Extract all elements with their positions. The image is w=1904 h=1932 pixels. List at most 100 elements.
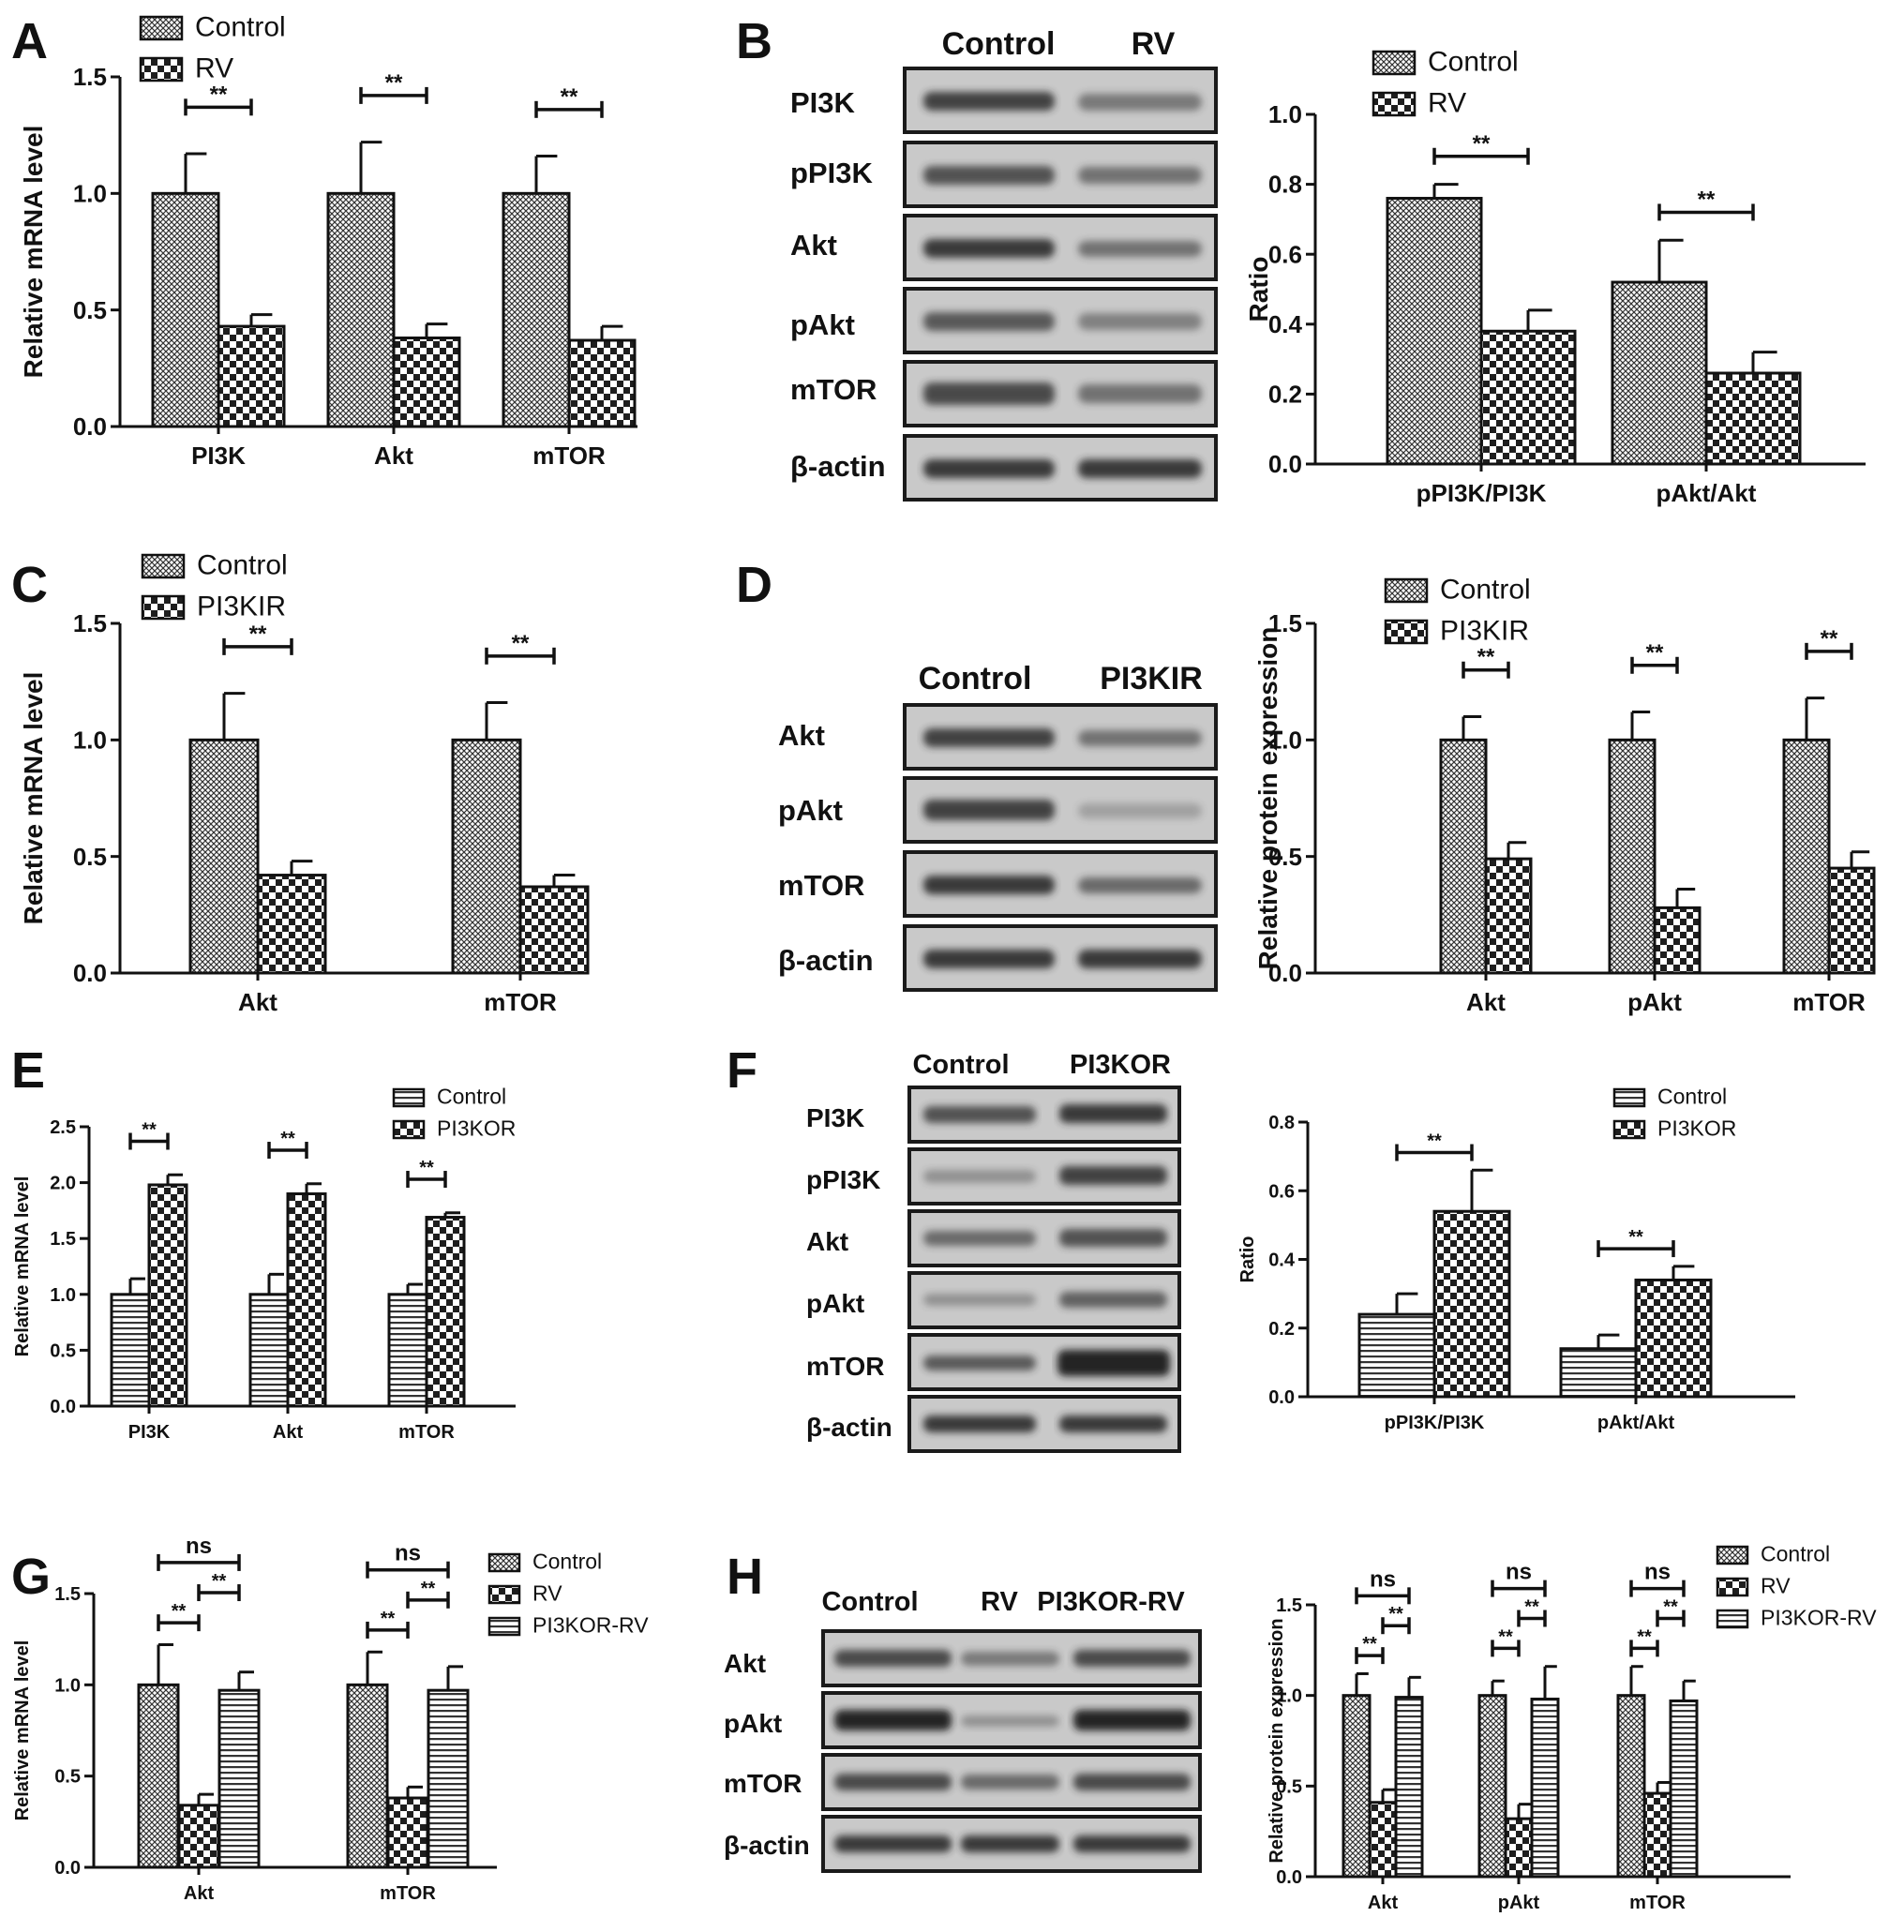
chart-h-significance-label: **: [1362, 1634, 1377, 1655]
blot-h-label-beta-actin: β-actin: [724, 1831, 810, 1860]
chart-d-category-mtor: mTOR: [1792, 988, 1866, 1016]
chart-d-bar-control-mtor: [1782, 738, 1831, 975]
chart-h-bar-control-mtor: [1616, 1694, 1646, 1879]
chart-g: 0.0 0.5 1.0 1.5 Relative mRNA level Akt mTOR ns…: [12, 1534, 649, 1904]
chart-c-bar-control-mtor: [451, 738, 522, 975]
chart-g-bar-pi3kor-rv-akt: [217, 1688, 261, 1869]
chart-b-ytick-label: 0.4: [1268, 310, 1303, 338]
chart-b-bar-rv-pakt-akt: [1704, 371, 1802, 466]
blot-d: Control PI3KIR Akt pAkt mTOR β-actin: [778, 661, 1218, 992]
chart-g-legend-label-rv: RV: [532, 1580, 562, 1605]
chart-c-legend-swatch-pi3kir: [141, 594, 186, 621]
chart-a-bar-control-akt: [326, 191, 396, 428]
chart-b-category-ppi3k-pi3k: pPI3K/PI3K: [1417, 479, 1547, 507]
chart-e-legend-label-pi3kor: PI3KOR: [437, 1116, 516, 1140]
chart-g-significance-label: ns: [186, 1534, 212, 1559]
chart-c-bar-control-akt: [188, 738, 260, 975]
blot-b-strip-pi3k: [903, 67, 1218, 134]
chart-f-category-pakt-akt: pAkt/Akt: [1597, 1413, 1675, 1433]
chart-e-bar-control-pi3k: [110, 1293, 151, 1408]
chart-f-bar-pi3kor-pakt-akt: [1634, 1278, 1713, 1399]
chart-g-bar-pi3kor-rv-mtor: [427, 1688, 470, 1869]
chart-f-category-ppi3k-pi3k: pPI3K/PI3K: [1385, 1413, 1485, 1433]
blot-f-header-control: Control: [912, 1050, 1009, 1080]
chart-e: 0.0 0.5 1.0 1.5 2.0 2.5 Relative mRNA level PI3…: [12, 1084, 516, 1443]
panel-letters: A B C D E F G H: [11, 13, 772, 1605]
chart-b-ytick-label: 0.0: [1268, 450, 1302, 478]
chart-e-category-pi3k: PI3K: [128, 1422, 171, 1443]
chart-h-bar-control-pakt: [1477, 1694, 1507, 1879]
chart-a-bar-control-pi3k: [151, 191, 220, 428]
chart-h-significance-label: ns: [1644, 1560, 1671, 1585]
chart-a-legend-swatch-control: [139, 15, 184, 41]
chart-h-significance-label: ns: [1370, 1566, 1396, 1592]
chart-b-significance-label: **: [1473, 131, 1491, 157]
chart-a: 0.0 0.5 1.0 1.5 Relative mRNA level PI3K Akt mT…: [19, 11, 637, 470]
chart-b-legend-label-control: Control: [1428, 46, 1519, 77]
panel-letter-e: E: [11, 1042, 45, 1099]
blot-d-label-akt: Akt: [778, 719, 825, 752]
chart-b-ytick-label: 0.2: [1268, 381, 1302, 409]
blot-f-label-pi3k: PI3K: [806, 1103, 864, 1132]
chart-a-ytick-label: 1.5: [73, 63, 107, 91]
chart-c-bar-pi3kir-akt: [256, 874, 327, 975]
blot-f-strip-mtor: [907, 1333, 1181, 1391]
chart-c-ytick-label: 0.0: [73, 959, 107, 987]
chart-g-legend-swatch-rv: [487, 1584, 521, 1605]
chart-d-legend-label-pi3kir: PI3KIR: [1440, 615, 1529, 646]
panel-letter-c: C: [11, 557, 48, 613]
chart-a-bar-rv-mtor: [567, 338, 637, 428]
blot-f-label-beta-actin: β-actin: [806, 1413, 892, 1442]
chart-h-legend-swatch-rv: [1716, 1577, 1749, 1597]
chart-f-ytick-label: 0.0: [1268, 1387, 1295, 1408]
chart-b-bar-rv-ppi3k-pi3k: [1479, 329, 1577, 466]
chart-a-legend-swatch-rv: [139, 56, 184, 82]
chart-b-legend-label-rv: RV: [1428, 87, 1466, 118]
chart-c-legend-label-control: Control: [197, 549, 288, 580]
chart-b-bar-control-pakt-akt: [1611, 280, 1708, 466]
chart-a-significance-label: **: [210, 82, 228, 107]
charts-layer: 0.0 0.5 1.0 1.5 Relative mRNA level PI3K Akt mT…: [12, 11, 1877, 1913]
chart-h-legend-swatch-pi3kor-rv: [1716, 1609, 1749, 1629]
chart-d-significance-label: **: [1646, 640, 1664, 666]
chart-b-ytick-label: 1.0: [1268, 100, 1302, 128]
blot-f-label-pakt: pAkt: [806, 1289, 864, 1318]
chart-a-category-pi3k: PI3K: [191, 442, 246, 470]
blot-b-strip-beta-actin: [903, 434, 1218, 502]
blot-b-header-control: Control: [942, 26, 1056, 62]
chart-f-bar-control-pakt-akt: [1559, 1347, 1638, 1399]
chart-g-ytick-label: 1.5: [54, 1584, 81, 1605]
chart-c-legend-swatch-control: [141, 553, 186, 579]
panel-letter-h: H: [727, 1549, 763, 1605]
chart-d-y-label: Relative protein expression: [1253, 627, 1282, 970]
chart-c-ytick-label: 1.5: [73, 609, 107, 637]
chart-b-category-pakt-akt: pAkt/Akt: [1657, 479, 1757, 507]
chart-a-legend-label-rv: RV: [195, 52, 233, 83]
panel-letter-a: A: [11, 13, 48, 69]
chart-e-significance-label: **: [142, 1119, 157, 1140]
chart-f-y-label: Ratio: [1237, 1236, 1258, 1283]
chart-f-bar-pi3kor-ppi3k-pi3k: [1432, 1209, 1511, 1399]
blot-h-header-pi3kor-rv: PI3KOR-RV: [1037, 1587, 1185, 1617]
blot-d-header-control: Control: [919, 661, 1032, 696]
chart-g-significance-label: **: [172, 1601, 187, 1622]
blot-f-strip-akt: [907, 1209, 1181, 1267]
chart-h-ytick-label: 1.5: [1276, 1595, 1302, 1616]
chart-b: 0.0 0.2 0.4 0.6 0.8 1.0 Ratio pPI3K/PI3K pAkt/Ak…: [1244, 46, 1866, 507]
chart-c-bar-pi3kir-mtor: [518, 885, 590, 975]
blot-f-strip-beta-actin: [907, 1395, 1181, 1453]
blot-b-label-pi3k: PI3K: [790, 86, 856, 119]
chart-c-legend-label-pi3kir: PI3KIR: [197, 591, 286, 622]
chart-h-legend-label-control: Control: [1761, 1541, 1830, 1565]
chart-g-legend-swatch-pi3kor-rv: [487, 1616, 521, 1637]
chart-f-legend-label-pi3kor: PI3KOR: [1657, 1116, 1736, 1140]
chart-e-bar-control-akt: [248, 1293, 290, 1408]
chart-d-bar-control-pakt: [1608, 738, 1657, 975]
chart-f-ytick-label: 0.4: [1268, 1251, 1296, 1271]
chart-h-bar-pi3kor-rv-akt: [1394, 1696, 1424, 1879]
chart-d-legend-swatch-pi3kir: [1384, 619, 1429, 645]
chart-d-bar-pi3kir-mtor: [1827, 866, 1876, 975]
blot-d-label-pakt: pAkt: [778, 794, 843, 827]
chart-a-category-mtor: mTOR: [532, 442, 606, 470]
chart-d-ytick-label: 0.0: [1268, 959, 1302, 987]
